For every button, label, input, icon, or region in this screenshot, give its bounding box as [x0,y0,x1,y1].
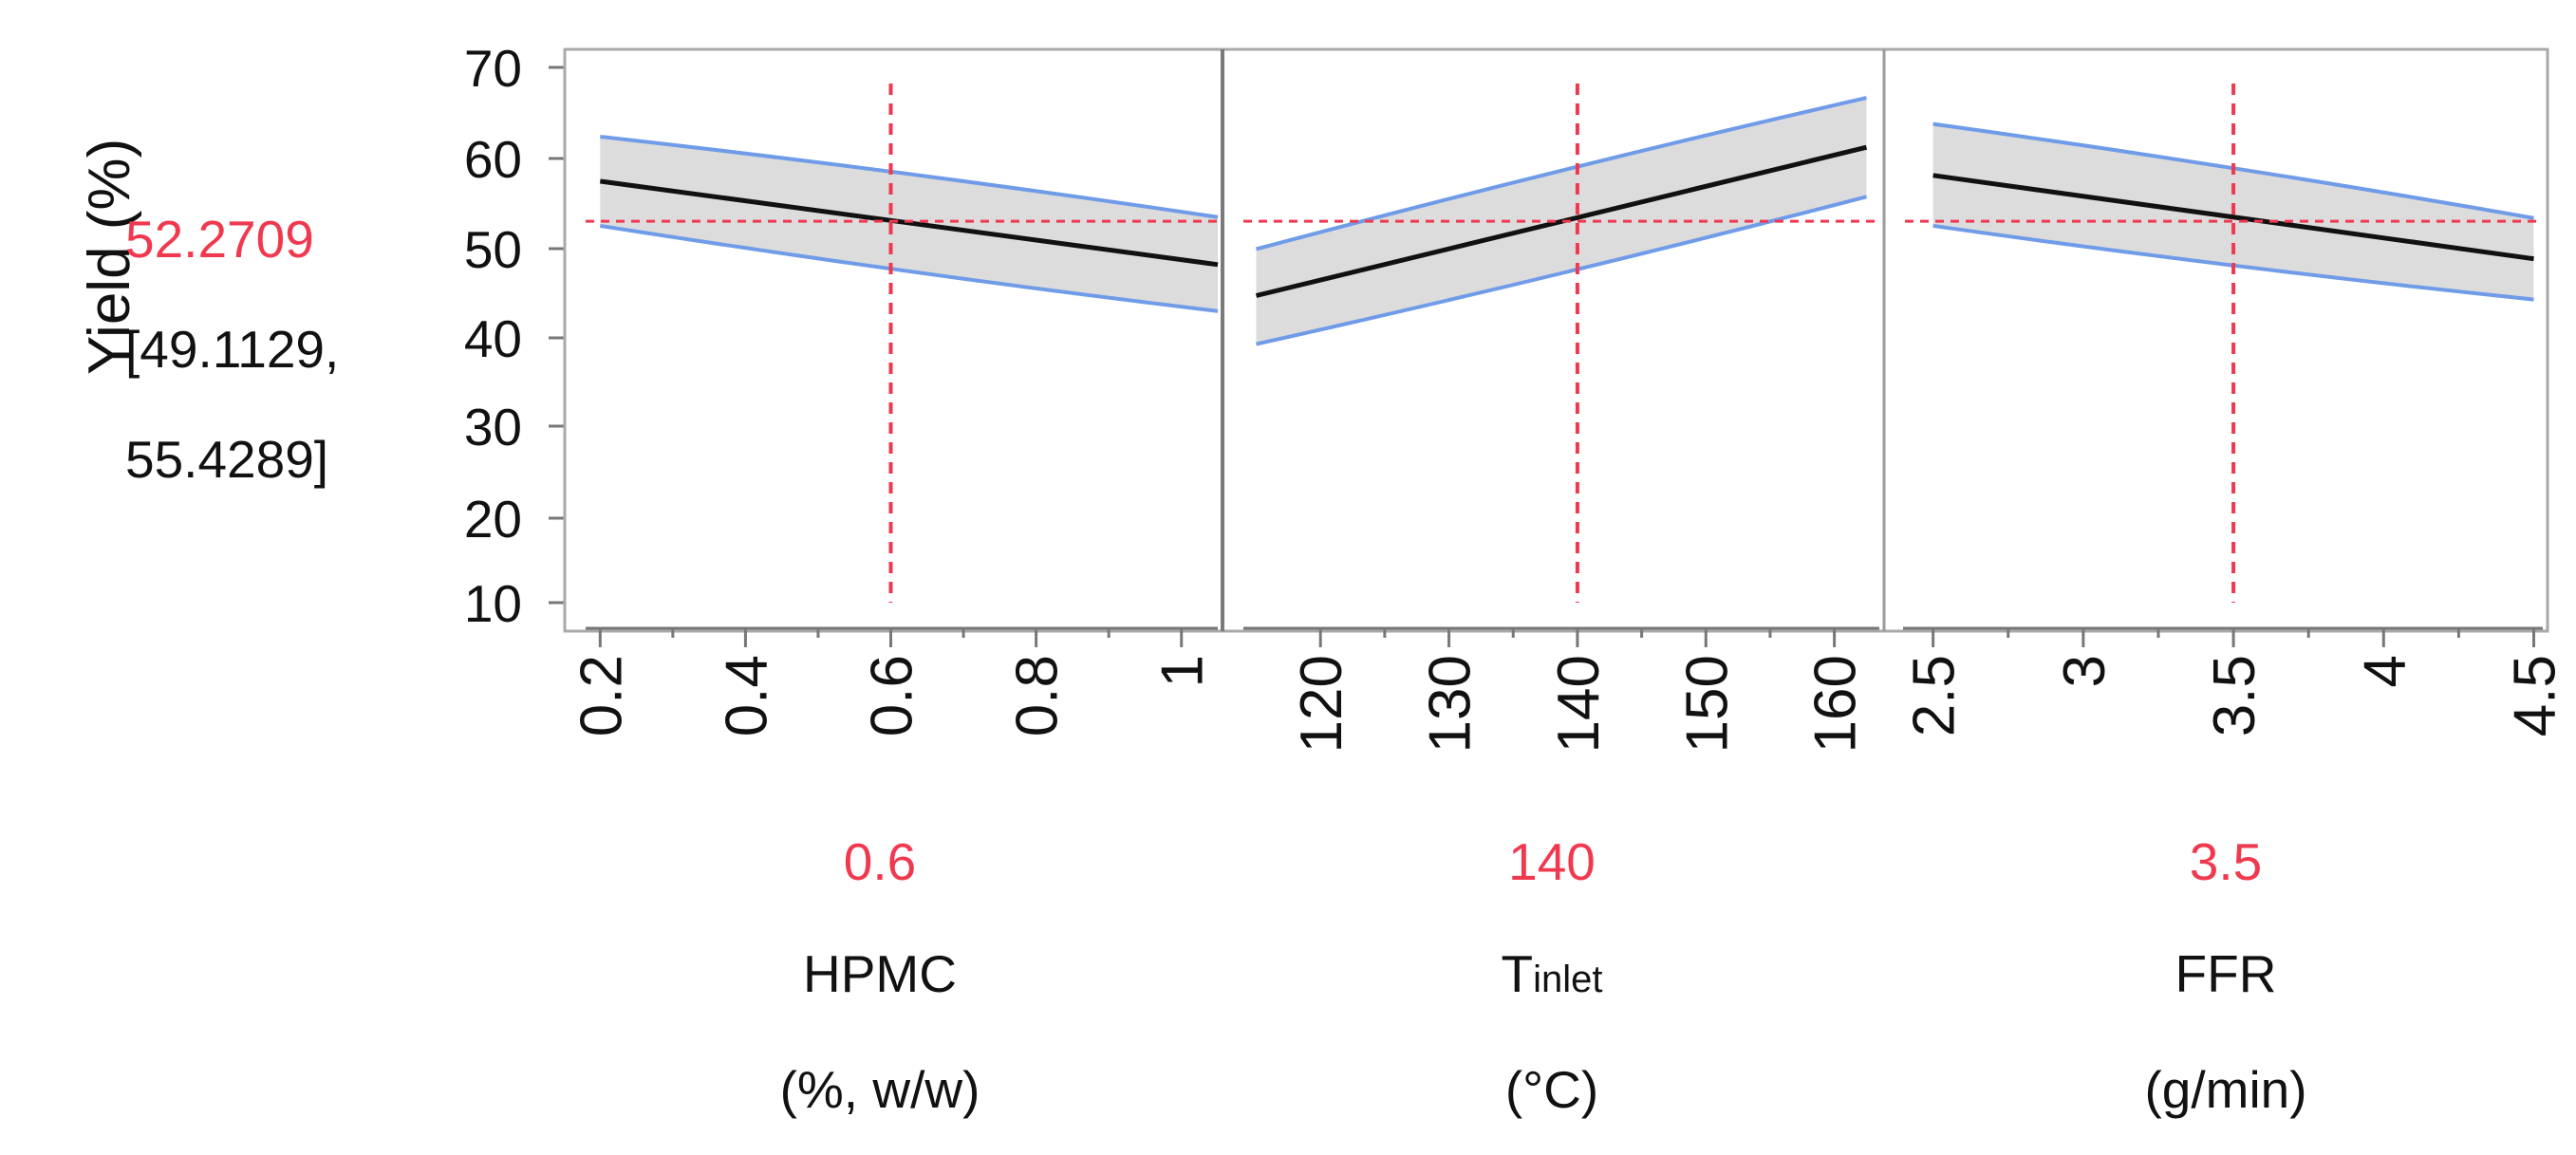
hpmc-unit-label: (%, w/w) [779,1060,980,1119]
confidence-upper-line [600,134,1219,219]
confidence-interval-lower: [49.1129, [125,320,340,379]
prediction-line [599,178,1219,268]
x-tick-label: 130 [1418,655,1484,753]
prediction-line [1932,173,2534,262]
prediction-line [1255,144,1868,298]
x-tick-label: 0.8 [1005,655,1071,736]
x-tick-label: 150 [1674,655,1740,753]
x-tick-label: 160 [1803,655,1869,753]
confidence-lower-line [600,223,1219,313]
hpmc-current-value[interactable]: 0.6 [843,832,917,891]
x-tick-label: 4.5 [2503,655,2568,736]
x-tick-label: 0.4 [714,655,779,736]
y-tick-label: 30 [464,398,522,456]
tinlet-unit-label: (°C) [1504,1060,1599,1119]
x-tick-label: 4 [2352,655,2417,687]
tinlet-current-value[interactable]: 140 [1508,832,1596,891]
hpmc-factor-label: HPMC [803,944,957,1003]
tinlet-factor-label: Tinlet [1501,944,1603,1003]
ffr-current-value[interactable]: 3.5 [2189,832,2263,891]
y-tick-label: 70 [464,39,522,98]
x-tick-label: 1 [1150,655,1216,687]
plot-frame [563,47,2549,633]
x-tick-label: 2.5 [1902,655,1968,736]
predicted-yield-value: 52.2709 [125,210,314,269]
x-tick-label: 0.6 [860,655,925,736]
x-tick-label: 3 [2052,655,2118,687]
confidence-interval-upper: 55.4289] [125,430,329,489]
y-tick-label: 60 [464,130,522,189]
ffr-unit-label: (g/min) [2144,1060,2307,1119]
y-tick-label: 40 [464,309,522,368]
x-tick-label: 120 [1289,655,1354,753]
confidence-upper-line [1256,96,1867,251]
x-tick-label: 140 [1546,655,1612,753]
y-tick-label: 10 [464,574,522,633]
confidence-lower-line [1256,195,1867,346]
y-tick-label: 20 [464,490,522,549]
x-tick-label: 3.5 [2202,655,2268,736]
y-tick-label: 50 [464,220,522,279]
ffr-factor-label: FFR [2175,944,2277,1003]
x-tick-label: 0.2 [569,655,634,736]
